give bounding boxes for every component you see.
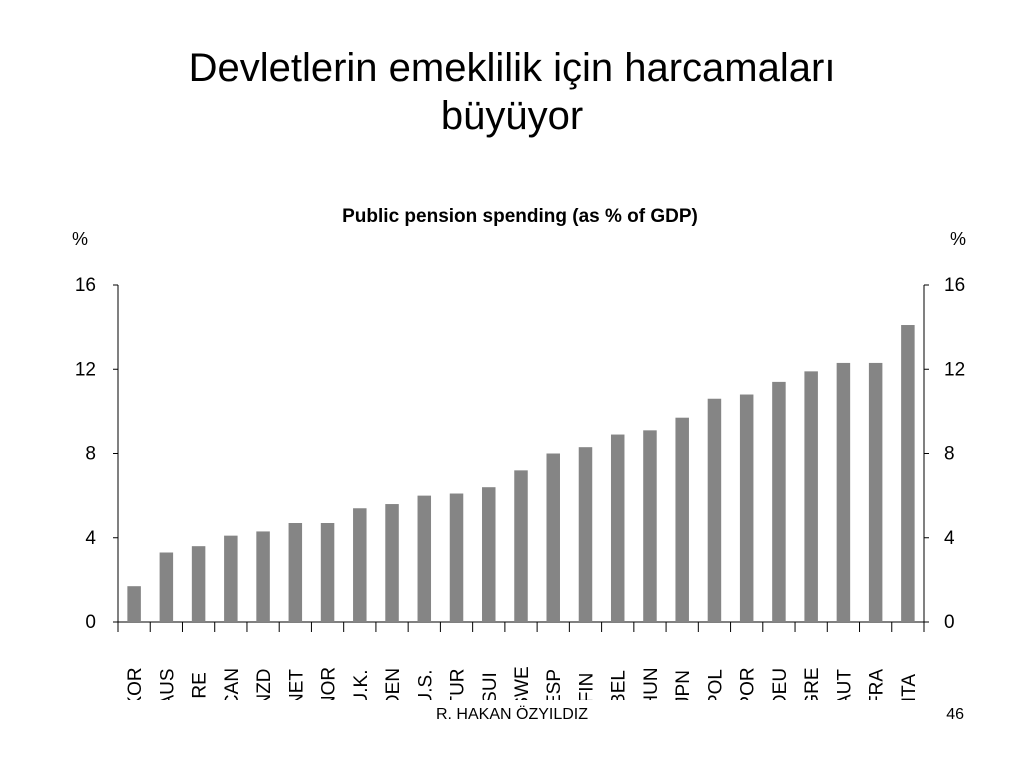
x-category-label: DEU <box>770 668 791 700</box>
chart-title: Public pension spending (as % of GDP) <box>342 206 698 227</box>
x-category-label: JPN <box>673 670 694 700</box>
bar-uk <box>353 508 367 622</box>
x-category-label: POR <box>738 667 759 700</box>
bar-nor <box>320 523 335 622</box>
slide-title-line-1: Devletlerin emeklilik için harcamaları <box>188 46 836 90</box>
bar-fin <box>578 447 593 622</box>
bar-aus <box>159 552 174 622</box>
x-category-label: BEL <box>609 670 630 700</box>
y-tick-label-right: 4 <box>944 528 955 549</box>
slide-title-line-2: büyüyor <box>440 94 584 138</box>
bar-kor <box>127 586 141 622</box>
x-category-label: AUT <box>834 669 855 700</box>
y-tick-label-right: 16 <box>944 275 965 296</box>
bar-us <box>417 495 432 622</box>
y-tick-label-left: 4 <box>85 528 96 549</box>
bar-net <box>288 523 303 622</box>
chart-labels: 0 0 4 4 8 8 12 12 16 16 KOR AUS IRE CAN NZD NET NOR U.K. D… <box>75 275 965 700</box>
y-axis-left-unit: % <box>72 229 88 249</box>
x-category-label: U.S. <box>415 670 436 700</box>
x-category-label: NET <box>286 669 307 700</box>
bar-nzd <box>256 531 270 622</box>
page-number: 46 <box>946 706 964 723</box>
x-category-label: POL <box>705 669 726 700</box>
chart-bars <box>127 325 915 622</box>
bar-por <box>739 394 754 622</box>
bar-tur <box>449 493 464 622</box>
bar-ire <box>191 546 206 622</box>
y-tick-label-right: 12 <box>944 359 965 380</box>
bar-hun <box>643 430 657 622</box>
x-category-label: DEN <box>383 668 404 700</box>
bar-deu <box>772 381 786 622</box>
bar-aut <box>836 362 851 622</box>
bar-gre <box>804 371 818 622</box>
x-category-label: KOR <box>125 667 146 700</box>
pension-spending-chart: Public pension spending (as % of GDP) % … <box>72 206 966 700</box>
x-category-label: HUN <box>641 667 662 700</box>
slide-title: Devletlerin emeklilik için harcamaları b… <box>0 44 1024 140</box>
bar-esp <box>546 453 560 622</box>
bar-den <box>385 504 399 622</box>
x-category-label: SWE <box>512 666 533 700</box>
bar-ita <box>901 325 915 622</box>
x-category-label: SUI <box>480 672 501 700</box>
bar-swe <box>514 470 528 622</box>
x-category-label: NOR <box>319 667 340 700</box>
bar-can <box>224 535 238 622</box>
x-category-label: NZD <box>254 668 275 700</box>
x-category-label: AUS <box>157 668 178 700</box>
x-category-label: IRE <box>190 672 211 700</box>
bar-fra <box>868 362 883 622</box>
x-category-label: GRE <box>802 667 823 700</box>
footer-author: R. HAKAN ÖZYILDIZ <box>435 706 589 723</box>
bar-pol <box>707 398 722 622</box>
x-category-label: U.K. <box>351 670 372 700</box>
bar-sui <box>482 487 496 622</box>
x-category-label: FRA <box>867 669 888 700</box>
bar-jpn <box>675 417 689 622</box>
x-category-label: ESP <box>544 669 565 700</box>
y-tick-label-left: 12 <box>75 359 96 380</box>
bar-bel <box>610 434 625 622</box>
y-tick-label-left: 16 <box>75 275 96 296</box>
x-category-label: CAN <box>222 668 243 700</box>
x-category-label: FIN <box>576 673 597 700</box>
x-category-label: ITA <box>899 674 920 700</box>
y-tick-label-left: 8 <box>85 444 96 465</box>
y-axis-right-unit: % <box>950 229 966 249</box>
x-category-label: TUR <box>448 668 469 700</box>
y-tick-label-left: 0 <box>85 612 96 633</box>
y-tick-label-right: 0 <box>944 612 955 633</box>
y-tick-label-right: 8 <box>944 444 955 465</box>
